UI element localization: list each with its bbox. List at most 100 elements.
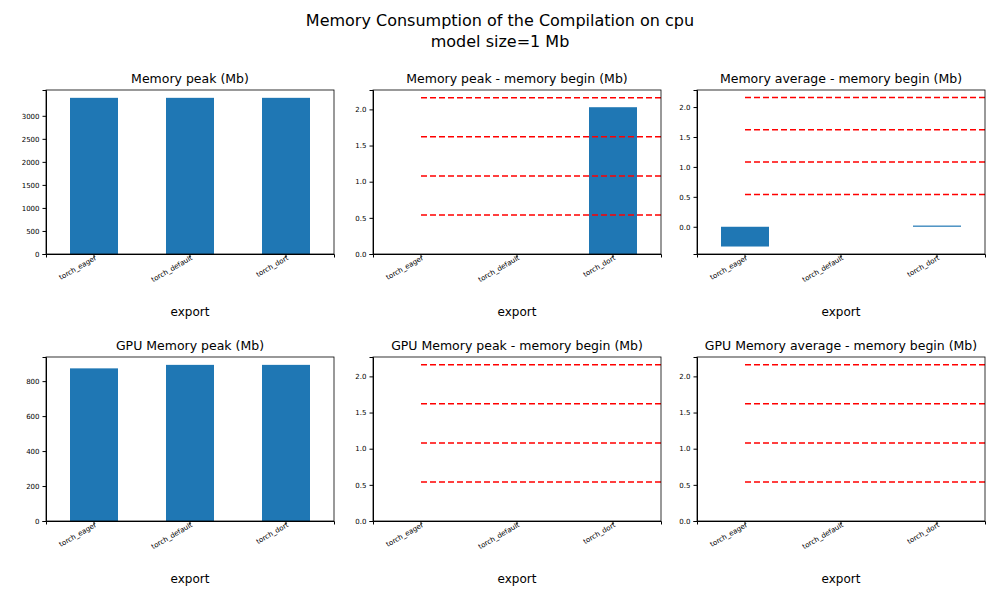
bar xyxy=(817,226,865,227)
y-tick: 0.0 xyxy=(679,224,697,232)
y-tick-label: 3000 xyxy=(22,113,40,121)
y-tick: 2.0 xyxy=(679,104,697,112)
y-tick: 0.5 xyxy=(355,482,373,490)
y-tick-label: 0.5 xyxy=(355,215,366,223)
y-tick-label: 1.5 xyxy=(679,134,690,142)
y-axis: 050010001500200025003000 xyxy=(22,91,47,259)
subplot: 0.00.51.01.52.0torch_eagertorch_defaultt… xyxy=(679,338,985,586)
y-tick: 0.0 xyxy=(355,518,373,526)
y-tick: 1.0 xyxy=(355,178,373,186)
subplot-title: GPU Memory peak (Mb) xyxy=(116,338,264,353)
x-axis-title: export xyxy=(171,305,210,319)
y-tick: 1.5 xyxy=(679,409,697,417)
y-tick-label: 0.5 xyxy=(679,482,690,490)
y-tick: 0.5 xyxy=(679,194,697,202)
plot-area xyxy=(421,98,661,254)
x-tick-label: torch_dort xyxy=(582,521,617,546)
y-tick-mark xyxy=(694,413,698,414)
y-tick: 2.0 xyxy=(355,373,373,381)
y-tick-label: 600 xyxy=(26,413,39,421)
frame xyxy=(697,90,985,254)
y-axis-line xyxy=(694,91,698,255)
y-tick-mark xyxy=(43,521,47,522)
x-axis: torch_eagertorch_defaulttorch_dort xyxy=(698,254,986,284)
y-tick: 800 xyxy=(26,378,46,386)
bar xyxy=(262,365,310,521)
y-tick-mark xyxy=(694,137,698,138)
y-tick: 1.5 xyxy=(679,134,697,142)
figure-subtitle: model size=1 Mb xyxy=(431,32,570,51)
y-tick-label: 0.5 xyxy=(355,482,366,490)
x-tick-label: torch_dort xyxy=(582,254,617,279)
x-tick: torch_dort xyxy=(906,521,941,546)
y-axis: 0.00.51.01.52.0 xyxy=(355,91,373,259)
y-axis: 0.00.51.01.52.0 xyxy=(679,358,697,526)
plot-area xyxy=(721,97,985,246)
subplot-title: Memory peak (Mb) xyxy=(131,71,249,86)
y-tick: 0.0 xyxy=(355,251,373,259)
y-tick-mark xyxy=(370,182,374,183)
y-tick-label: 1.0 xyxy=(679,445,690,453)
y-tick: 0.5 xyxy=(679,482,697,490)
x-tick: torch_default xyxy=(150,521,194,551)
y-tick: 2000 xyxy=(22,159,46,167)
x-tick-label: torch_eager xyxy=(385,254,425,282)
x-tick-label: torch_eager xyxy=(58,254,98,282)
y-tick-mark xyxy=(43,162,47,163)
y-axis-line xyxy=(694,358,698,522)
y-axis: 0.00.51.01.52.0 xyxy=(679,91,697,255)
bar xyxy=(70,368,118,521)
subplot-title: GPU Memory peak - memory begin (Mb) xyxy=(391,338,643,353)
frame xyxy=(373,90,661,254)
bar xyxy=(262,98,310,254)
y-tick-label: 2.0 xyxy=(355,373,366,381)
x-axis-title: export xyxy=(822,305,861,319)
reference-line xyxy=(421,97,661,99)
y-tick-mark xyxy=(370,146,374,147)
y-tick-label: 0.0 xyxy=(355,518,366,526)
reference-line xyxy=(421,364,661,366)
plot-area xyxy=(421,365,661,482)
x-tick: torch_eager xyxy=(58,521,98,549)
y-tick-label: 400 xyxy=(26,448,39,456)
x-axis-title: export xyxy=(498,572,537,586)
y-tick-mark xyxy=(694,521,698,522)
x-tick-label: torch_dort xyxy=(906,254,941,279)
y-tick-label: 1.0 xyxy=(355,178,366,186)
y-tick-label: 0.0 xyxy=(355,251,366,259)
x-axis-title: export xyxy=(822,572,861,586)
x-tick: torch_dort xyxy=(255,254,290,279)
subplot-title: Memory peak - memory begin (Mb) xyxy=(406,71,627,86)
y-tick-label: 1.0 xyxy=(355,445,366,453)
y-tick-label: 0.0 xyxy=(679,518,690,526)
bar xyxy=(166,98,214,254)
frame xyxy=(46,90,334,254)
y-tick-mark xyxy=(694,107,698,108)
y-tick-mark xyxy=(43,231,47,232)
y-tick: 1000 xyxy=(22,205,46,213)
figure-title: Memory Consumption of the Compilation on… xyxy=(306,11,694,30)
subplot: 050010001500200025003000torch_eagertorch… xyxy=(22,71,335,319)
frame xyxy=(697,357,985,521)
y-tick: 200 xyxy=(26,483,46,491)
y-tick-label: 1.5 xyxy=(355,409,366,417)
x-tick-label: torch_default xyxy=(477,521,521,551)
y-tick-label: 0.0 xyxy=(679,224,690,232)
y-tick-label: 0 xyxy=(35,518,39,526)
y-tick-mark xyxy=(43,451,47,452)
x-tick-label: torch_default xyxy=(150,521,194,551)
x-tick: torch_eager xyxy=(709,521,749,549)
y-tick-mark xyxy=(370,376,374,377)
x-tick-label: torch_eager xyxy=(709,254,749,282)
reference-line xyxy=(421,481,661,483)
y-tick-label: 0 xyxy=(35,251,39,259)
y-tick: 2500 xyxy=(22,136,46,144)
y-tick-mark xyxy=(694,197,698,198)
subplot: 0.00.51.01.52.0torch_eagertorch_defaultt… xyxy=(355,338,661,586)
y-tick-mark xyxy=(694,227,698,228)
y-tick-label: 800 xyxy=(26,378,39,386)
y-tick-mark xyxy=(43,381,47,382)
y-tick-label: 0.5 xyxy=(679,194,690,202)
y-tick: 0.5 xyxy=(355,215,373,223)
y-tick-mark xyxy=(694,167,698,168)
